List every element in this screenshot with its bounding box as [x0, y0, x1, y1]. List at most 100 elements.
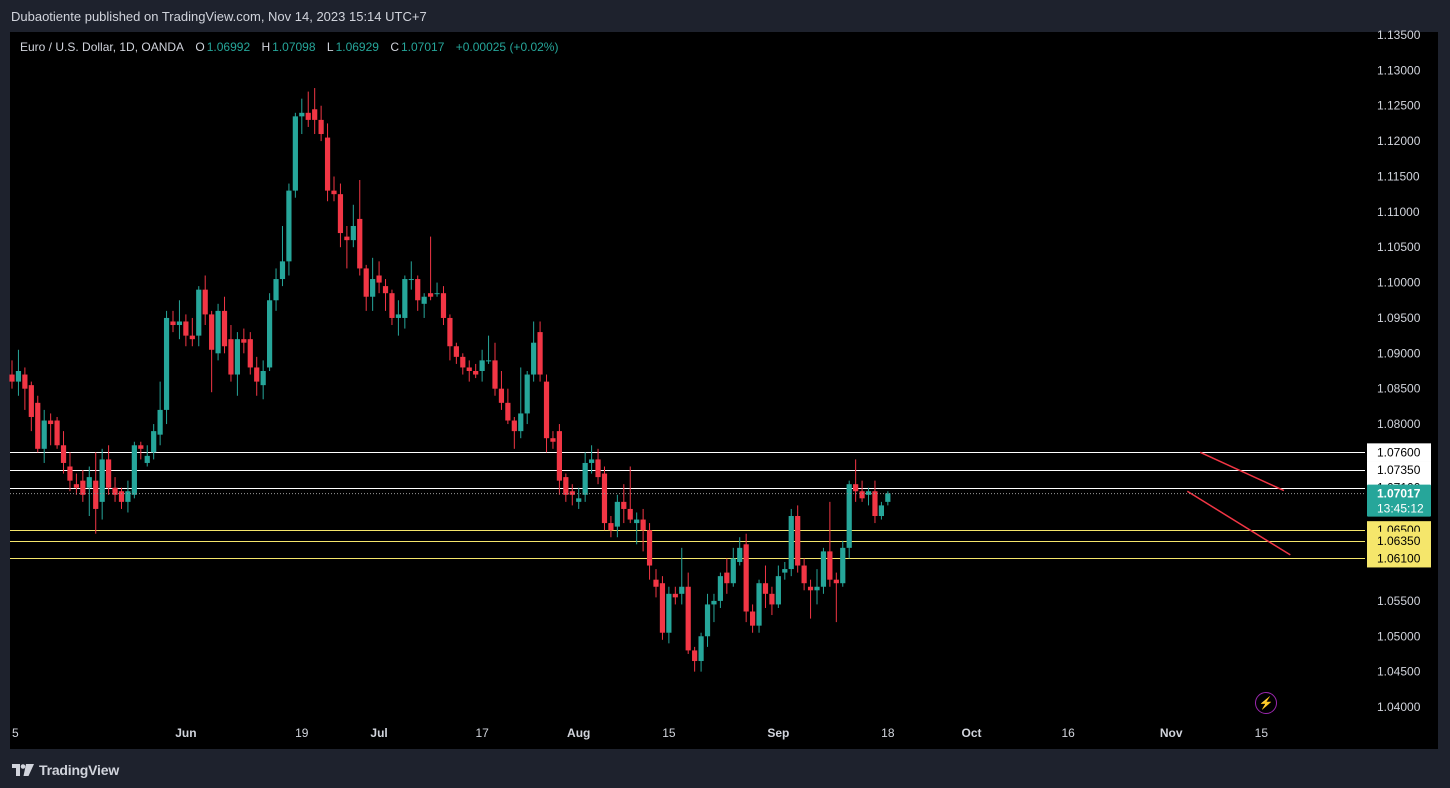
candle	[389, 289, 395, 326]
candle-body	[189, 335, 195, 340]
candle	[41, 409, 47, 463]
candle-body	[840, 547, 846, 584]
price-tick-label: 1.05000	[1377, 629, 1421, 643]
candle-body	[305, 112, 311, 120]
candle	[131, 441, 137, 499]
candle-body	[743, 544, 749, 612]
lightning-icon[interactable]: ⚡	[1255, 692, 1277, 714]
candle-body	[485, 360, 492, 362]
price-tick-label: 1.10000	[1377, 276, 1421, 290]
open-label: O	[195, 40, 205, 54]
candle	[118, 487, 125, 509]
candle	[279, 225, 286, 287]
candle-body	[859, 491, 865, 499]
tradingview-wordmark: TradingView	[39, 762, 120, 778]
candle	[846, 480, 852, 559]
candle-body	[672, 593, 678, 598]
open-value: 1.06992	[206, 40, 251, 54]
candle	[460, 353, 466, 375]
candle	[299, 98, 305, 135]
level-price-tag	[1367, 531, 1431, 550]
candle-body	[589, 459, 595, 463]
candle-body	[614, 501, 620, 527]
time-tick-label: Sep	[767, 726, 789, 740]
candle-body	[692, 650, 698, 662]
candle-body	[279, 261, 286, 280]
candle-body	[144, 455, 150, 463]
price-tick-label: 1.13500	[1377, 28, 1421, 42]
candle-body	[543, 381, 550, 439]
candle	[221, 296, 228, 354]
candle-body	[717, 576, 723, 601]
candle	[60, 431, 67, 474]
candle-body	[138, 445, 144, 449]
candle	[163, 310, 170, 425]
candle-body	[196, 289, 202, 336]
price-tick-label: 1.13000	[1377, 63, 1421, 77]
candle-body	[382, 286, 389, 294]
candle-body	[357, 218, 363, 269]
candle-body	[395, 314, 401, 318]
candle	[762, 565, 769, 608]
candle-body	[762, 583, 769, 594]
close-label: C	[390, 40, 399, 54]
candle	[756, 579, 762, 633]
candle	[350, 204, 356, 248]
candle-body	[531, 342, 537, 375]
candle	[730, 547, 736, 587]
candle-body	[621, 501, 627, 509]
candle-body	[582, 462, 588, 495]
candle-body	[106, 459, 112, 488]
candle-body	[679, 586, 685, 594]
candle	[569, 484, 575, 506]
candle-body	[795, 516, 801, 566]
candle	[621, 484, 627, 524]
candle-body	[67, 466, 73, 481]
candle-body	[827, 551, 833, 580]
candle	[357, 180, 363, 276]
candle-body	[473, 371, 479, 375]
candle	[582, 452, 588, 502]
price-axis[interactable]: 1.13500 1.13000 1.12500 1.12000 1.11500 1.110…	[1367, 28, 1431, 714]
candle-body	[286, 190, 292, 262]
candle-body	[833, 579, 839, 584]
candle	[498, 371, 505, 410]
candle-body	[402, 279, 408, 318]
candle-body	[756, 583, 762, 626]
candle-body	[595, 459, 601, 478]
candle-body	[370, 279, 376, 297]
candle-body	[814, 586, 820, 591]
candle-body	[730, 558, 736, 584]
candle	[698, 632, 704, 672]
candle	[827, 501, 833, 587]
candle	[234, 332, 240, 396]
candle	[492, 342, 498, 396]
tradingview-logo-icon	[12, 764, 34, 776]
candle-body	[176, 321, 183, 326]
candle-body	[344, 236, 350, 241]
candle	[466, 360, 472, 382]
symbol-legend: Euro / U.S. Dollar, 1D, OANDA O 1.06992 H…	[20, 40, 560, 54]
candle	[865, 487, 872, 506]
candle-body	[550, 438, 556, 442]
candle	[106, 445, 112, 495]
candle	[833, 572, 839, 623]
candle-body	[151, 431, 157, 453]
candle	[376, 261, 382, 294]
close-value: 1.07017	[400, 40, 445, 54]
time-axis[interactable]: 5 Jun 19 Jul 17 Aug 15 Sep 18 Oct 16 Nov 15	[12, 726, 1268, 740]
candle	[640, 508, 646, 552]
price-tick-label: 1.06100	[1377, 551, 1421, 565]
candle	[878, 501, 884, 520]
candle	[144, 445, 150, 467]
candle	[563, 473, 569, 502]
candle-body	[447, 317, 453, 347]
candle	[453, 342, 459, 364]
candle	[312, 88, 318, 135]
candle-body	[22, 374, 28, 389]
candle	[54, 416, 60, 449]
candle-body	[872, 491, 878, 517]
candle-body	[666, 593, 672, 633]
candle	[15, 349, 22, 396]
